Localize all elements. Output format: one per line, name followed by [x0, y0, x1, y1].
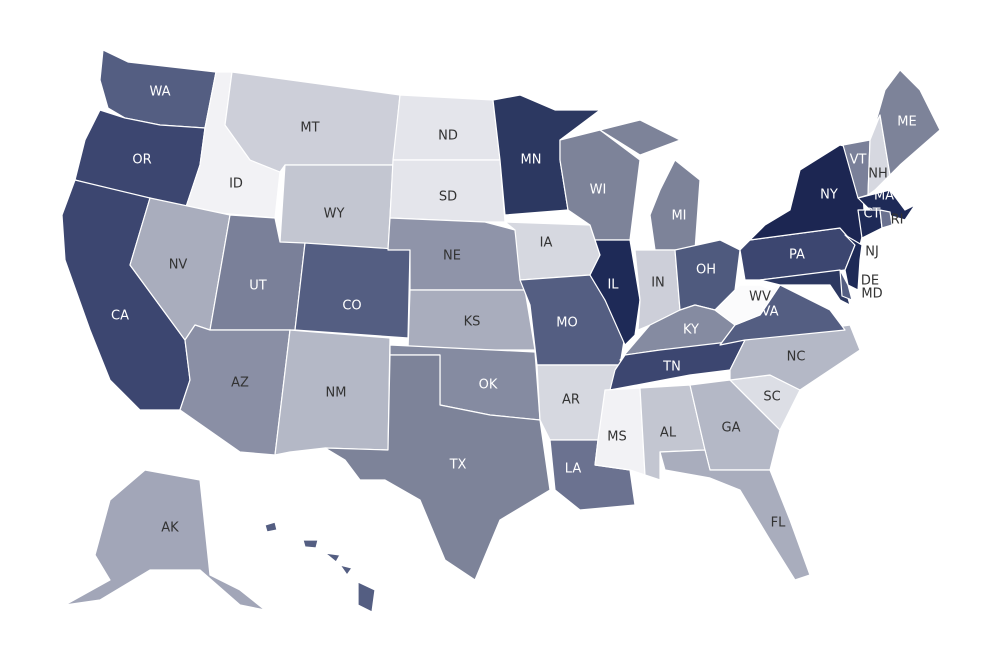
state-ia[interactable]	[504, 221, 601, 281]
state-label-ks: KS	[464, 315, 481, 330]
state-label-ne: NE	[443, 249, 461, 264]
state-label-ky: KY	[683, 323, 699, 338]
state-label-nm: NM	[326, 386, 347, 401]
state-label-az: AZ	[231, 376, 249, 391]
state-label-hi: HI	[344, 575, 358, 590]
state-label-mo: MO	[556, 316, 577, 331]
state-label-vt: VT	[850, 153, 867, 168]
state-label-co: CO	[342, 299, 361, 314]
state-label-wa: WA	[149, 85, 170, 100]
state-label-sd: SD	[439, 190, 457, 205]
state-label-nd: ND	[438, 129, 458, 144]
state-me[interactable]	[874, 69, 941, 176]
state-label-wv: WV	[749, 290, 771, 305]
state-label-ga: GA	[722, 421, 741, 436]
state-label-wi: WI	[590, 183, 607, 198]
state-label-nv: NV	[169, 258, 188, 273]
state-label-ri: RI	[891, 213, 904, 228]
state-fl[interactable]	[659, 449, 811, 581]
state-label-md: MD	[861, 287, 882, 302]
state-label-ia: IA	[540, 236, 553, 251]
state-label-al: AL	[660, 426, 677, 441]
state-label-de: DE	[861, 274, 879, 289]
state-label-ok: OK	[479, 378, 498, 393]
state-label-nh: NH	[868, 167, 888, 182]
state-label-mi: MI	[671, 209, 686, 224]
state-tx[interactable]	[324, 354, 551, 581]
state-label-me: ME	[897, 115, 916, 130]
state-label-ma: MA	[874, 189, 894, 204]
state-label-la: LA	[565, 462, 582, 477]
state-label-ct: CT	[863, 207, 880, 222]
state-sd[interactable]	[389, 159, 506, 223]
state-hi[interactable]	[264, 521, 376, 613]
state-label-ny: NY	[820, 188, 838, 203]
state-label-ms: MS	[607, 430, 626, 445]
state-label-or: OR	[132, 153, 151, 168]
state-label-nc: NC	[787, 350, 806, 365]
state-label-pa: PA	[789, 248, 805, 263]
state-label-nj: NJ	[865, 245, 879, 260]
state-label-ut: UT	[249, 279, 267, 294]
state-il[interactable]	[589, 239, 641, 346]
state-co[interactable]	[294, 242, 411, 339]
state-label-wy: WY	[324, 207, 345, 222]
state-nd[interactable]	[392, 94, 501, 161]
state-label-fl: FL	[771, 516, 786, 531]
state-label-mn: MN	[521, 153, 542, 168]
state-label-id: ID	[229, 177, 243, 192]
state-label-ar: AR	[562, 393, 580, 408]
state-label-mt: MT	[300, 121, 319, 136]
state-label-il: IL	[607, 278, 619, 293]
state-de[interactable]	[839, 269, 853, 301]
state-nj[interactable]	[844, 234, 863, 291]
state-label-tx: TX	[449, 458, 467, 473]
state-label-oh: OH	[696, 263, 716, 278]
state-label-sc: SC	[763, 390, 780, 405]
state-label-in: IN	[651, 276, 665, 291]
state-ak[interactable]	[64, 469, 266, 611]
state-label-tn: TN	[662, 360, 681, 375]
state-label-ak: AK	[161, 521, 179, 536]
state-wv[interactable]	[714, 284, 781, 326]
state-ri[interactable]	[879, 209, 893, 229]
state-label-va: VA	[762, 305, 779, 320]
state-label-ca: CA	[111, 309, 129, 324]
